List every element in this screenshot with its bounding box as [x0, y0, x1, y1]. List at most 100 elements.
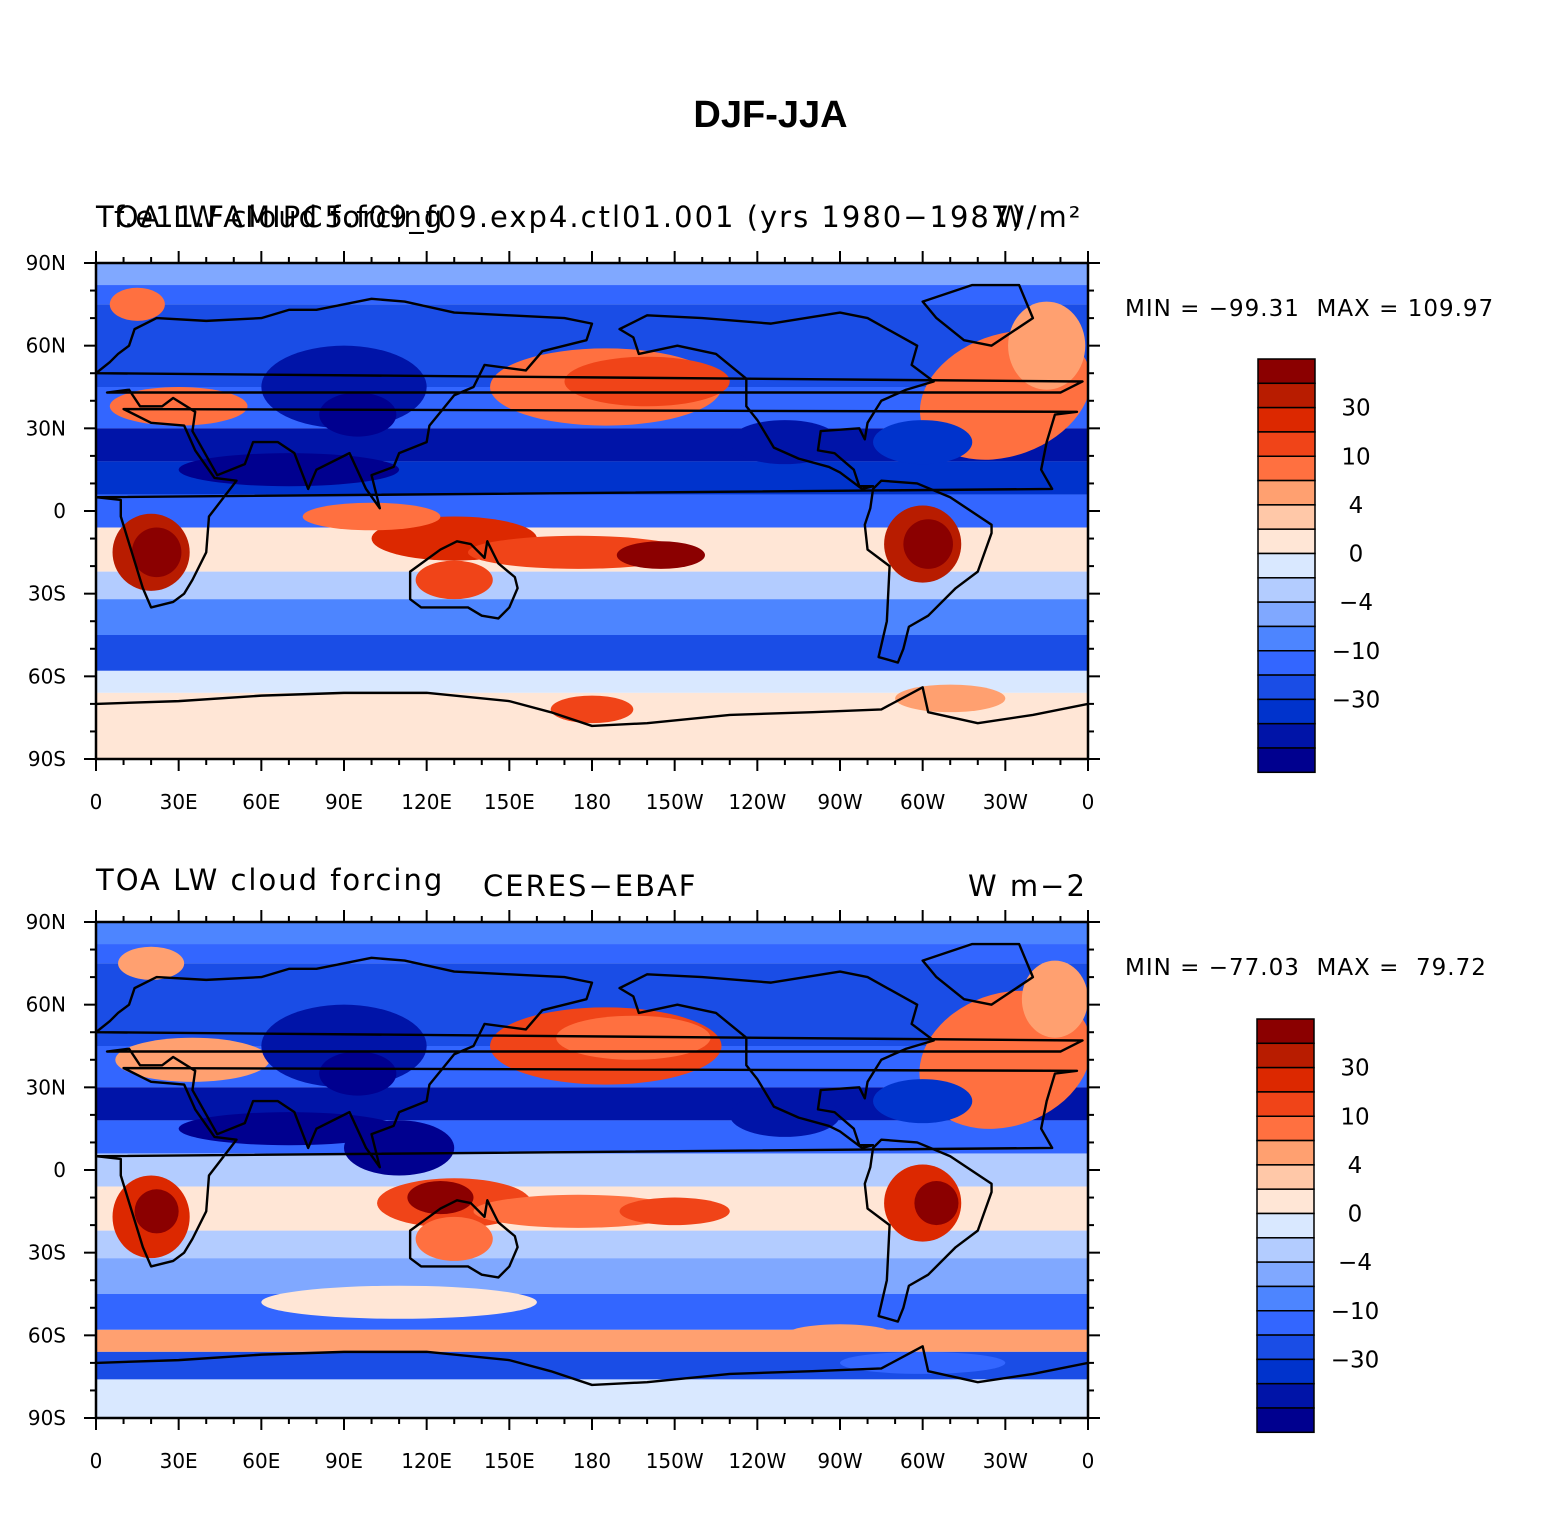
colorbar-swatch	[1256, 1042, 1315, 1069]
field-region	[729, 1092, 841, 1137]
coastline	[618, 970, 935, 1150]
colorbar-swatch	[1257, 431, 1316, 457]
lon-tick-label: 90W	[817, 1449, 862, 1473]
lon-tick-label: 150E	[484, 790, 535, 814]
field-region	[415, 1216, 493, 1261]
lon-tick-label: 150E	[484, 1449, 535, 1473]
lon-tick-label: 150W	[646, 1449, 704, 1473]
colorbar-swatch	[1257, 382, 1316, 409]
lat-tick-label: 30N	[26, 416, 66, 440]
lon-tick-label: 0	[90, 1449, 103, 1473]
field-region	[109, 387, 248, 426]
colorbar-swatch	[1257, 698, 1316, 725]
field-region	[473, 1194, 683, 1228]
lat-tick-label: 30S	[28, 1241, 66, 1265]
field-region	[134, 1189, 179, 1234]
lon-tick-label: 90E	[325, 1449, 363, 1473]
colorbar-swatch	[1257, 674, 1316, 701]
colorbar-swatch	[1257, 747, 1316, 774]
colorbar	[1256, 1018, 1315, 1434]
coastline	[408, 1199, 519, 1279]
field-region	[1008, 301, 1086, 390]
colorbar-swatch	[1256, 1091, 1315, 1117]
coastline	[96, 1345, 1088, 1387]
colorbar-swatch	[1256, 1139, 1315, 1166]
map-panel-observation: TOA LW cloud forcing CERES−EBAF W m−2 MI…	[0, 839, 1541, 1479]
coastline	[96, 686, 1088, 728]
lon-tick-label: 60W	[900, 790, 945, 814]
page-title: DJF-JJA	[693, 94, 848, 136]
field-region	[873, 420, 973, 465]
coastline	[863, 1138, 993, 1323]
field-region	[178, 453, 400, 487]
lon-tick-label: 90W	[817, 790, 862, 814]
lat-tick-label: 30N	[26, 1075, 66, 1099]
lat-tick-label: 90N	[26, 910, 66, 934]
lon-tick-label: 120E	[401, 1449, 452, 1473]
field-band	[96, 944, 1088, 964]
colorbar-swatch	[1256, 1212, 1315, 1239]
colorbar-swatch	[1256, 1066, 1315, 1093]
panel-left-title: TOA LW cloud forcing	[96, 863, 445, 897]
field-region	[729, 420, 841, 465]
field-region	[564, 356, 730, 407]
coastline	[921, 942, 1035, 1006]
field-region	[784, 1324, 896, 1347]
panel-center-title: CERES−EBAF	[483, 869, 698, 903]
lat-tick-label: 90S	[28, 1406, 66, 1430]
map-field	[96, 263, 1088, 759]
lon-tick-label: 30W	[983, 1449, 1028, 1473]
colorbar-label: 4	[1348, 1153, 1363, 1179]
field-region	[261, 1285, 537, 1319]
colorbar-swatch	[1257, 625, 1316, 652]
field-region	[131, 527, 182, 578]
colorbar-swatch	[1256, 1407, 1315, 1434]
min-value: MIN = −99.31	[1125, 296, 1300, 322]
field-region	[319, 1051, 397, 1096]
colorbar-swatch	[1256, 1115, 1315, 1142]
lon-tick-label: 60E	[242, 790, 280, 814]
axis-ticks	[84, 910, 1100, 1430]
lat-tick-label: 30S	[28, 582, 66, 606]
field-band	[96, 263, 1088, 286]
colorbar-swatch	[1257, 577, 1316, 603]
axis-ticks	[84, 251, 1100, 771]
colorbar-label: 10	[1340, 1104, 1369, 1130]
colorbar-swatch	[1257, 552, 1316, 579]
field-region	[407, 1181, 474, 1215]
map-plot: 90N 60N 30N 0 30S 60S 90S 0 30E 60E 90E 120E 150E 180…	[26, 910, 1379, 1473]
field-region	[616, 541, 705, 569]
field-region	[873, 1079, 973, 1124]
colorbar-swatch	[1256, 1188, 1315, 1215]
coastline	[96, 1066, 1079, 1268]
colorbar-label: −10	[1332, 639, 1381, 665]
field-band	[96, 1258, 1088, 1294]
field-band	[96, 599, 1088, 635]
colorbar-label: −4	[1338, 1250, 1372, 1276]
panel-left-title: TOA LW cloud forcing	[96, 200, 445, 234]
field-region	[115, 1037, 270, 1082]
field-band	[96, 285, 1088, 305]
field-region	[118, 946, 185, 980]
lon-tick-label: 120W	[728, 1449, 786, 1473]
field-region	[109, 287, 165, 321]
coastline	[96, 956, 1084, 1169]
field-region	[415, 560, 493, 600]
field-band	[96, 635, 1088, 671]
panel-units: W/m²	[996, 200, 1083, 234]
coastline	[408, 540, 519, 620]
map-plot: 90N 60N 30N 0 30S 60S 90S 0 30E 60E 90E 120E 150E 180…	[26, 251, 1381, 814]
field-band	[96, 1294, 1088, 1330]
field-band	[96, 670, 1088, 693]
lat-tick-label: 0	[53, 499, 66, 523]
lon-tick-label: 30E	[160, 790, 198, 814]
colorbar-swatch	[1256, 1310, 1315, 1336]
panel-center-title: f.e11.FAMIPC5.f09_f09.exp4.ctl01.001 (yr…	[114, 200, 1025, 234]
coastline	[618, 311, 935, 491]
colorbar-swatch	[1257, 504, 1316, 530]
lat-tick-label: 90N	[26, 251, 66, 275]
field-region	[895, 684, 1006, 713]
panel-units: W m−2	[968, 869, 1087, 903]
lon-tick-label: 60W	[900, 1449, 945, 1473]
min-value: MIN = −77.03	[1125, 955, 1300, 981]
